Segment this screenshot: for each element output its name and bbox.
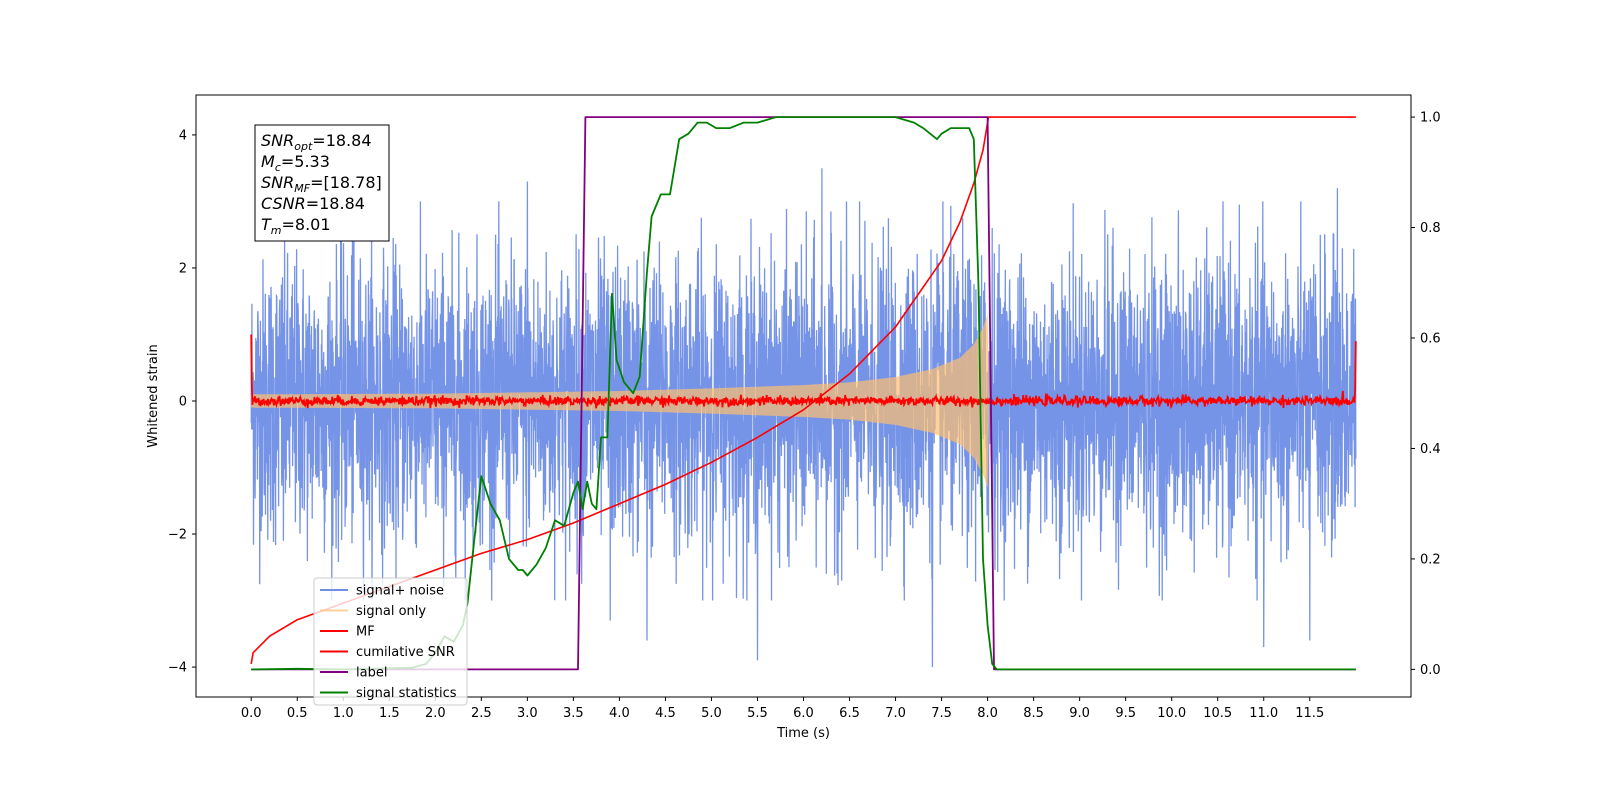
legend-label-signal: signal only xyxy=(356,604,426,619)
y-tick-label: −4 xyxy=(168,661,187,676)
annotation-line: Mc=5.33 xyxy=(261,152,330,174)
y-axis-left: −4 −2 0 2 4 xyxy=(168,128,196,676)
legend-label-csnr: cumilative SNR xyxy=(356,645,455,660)
y2-tick-label: 0.8 xyxy=(1420,221,1441,236)
stats-annotation-box: SNRopt=18.84Mc=5.33SNRMF=[18.78]CSNR=18.… xyxy=(254,124,390,242)
x-axis: 0.0 0.5 1.0 1.5 2.0 2.5 3.0 3.5 4.0 4.5 5.0 5.5 6.0 6… xyxy=(241,697,1324,721)
x-axis-label: Time (s) xyxy=(776,726,830,741)
x-tick-label: 7.0 xyxy=(885,706,906,721)
legend-label-label: label xyxy=(356,666,387,681)
y-axis-right: 0.0 0.2 0.4 0.6 0.8 1.0 xyxy=(1411,111,1441,678)
series-mf-line xyxy=(250,334,1357,410)
series-signal-statistics-line xyxy=(251,116,1356,671)
x-tick-label: 10.0 xyxy=(1157,706,1186,721)
y-axis-label: Whitened strain xyxy=(146,344,161,447)
x-tick-label: 9.0 xyxy=(1069,706,1090,721)
y2-tick-label: 0.6 xyxy=(1420,332,1441,347)
y2-tick-label: 0.2 xyxy=(1420,552,1441,567)
x-tick-label: 10.5 xyxy=(1203,706,1232,721)
x-tick-label: 0.5 xyxy=(287,706,308,721)
x-tick-label: 4.5 xyxy=(655,706,676,721)
x-tick-label: 2.0 xyxy=(425,706,446,721)
x-tick-label: 6.0 xyxy=(793,706,814,721)
x-tick-label: 8.0 xyxy=(977,706,998,721)
y2-tick-label: 0.0 xyxy=(1420,663,1441,678)
x-tick-label: 9.5 xyxy=(1115,706,1136,721)
x-tick-label: 7.5 xyxy=(931,706,952,721)
legend-label-stats: signal statistics xyxy=(356,686,457,701)
x-tick-label: 11.0 xyxy=(1249,706,1278,721)
x-tick-label: 5.5 xyxy=(747,706,768,721)
y-tick-label: 4 xyxy=(179,128,187,143)
series-signal-noise-line xyxy=(250,168,1357,668)
y-tick-label: −2 xyxy=(168,528,187,543)
annotation-box xyxy=(254,124,390,242)
y-tick-label: 0 xyxy=(179,394,187,409)
x-tick-label: 6.5 xyxy=(839,706,860,721)
annotation-line: CSNR=18.84 xyxy=(261,194,365,213)
y-tick-label: 2 xyxy=(179,261,187,276)
legend-label-noise: signal+ noise xyxy=(356,584,444,599)
legend-box xyxy=(313,577,468,706)
annotation-line: Tm=8.01 xyxy=(261,215,331,237)
x-tick-label: 1.0 xyxy=(333,706,354,721)
legend: signal+ noise signal only MF cumilative SNR… xyxy=(313,577,468,706)
x-tick-label: 2.5 xyxy=(471,706,492,721)
x-tick-label: 11.5 xyxy=(1295,706,1324,721)
x-tick-label: 3.0 xyxy=(517,706,538,721)
y2-tick-label: 0.4 xyxy=(1420,442,1441,457)
legend-label-mf: MF xyxy=(356,625,375,640)
y2-tick-label: 1.0 xyxy=(1420,111,1441,126)
x-tick-label: 8.5 xyxy=(1023,706,1044,721)
x-tick-label: 4.0 xyxy=(609,706,630,721)
x-tick-label: 5.0 xyxy=(701,706,722,721)
annotation-line: SNRopt=18.84 xyxy=(261,131,372,153)
x-tick-label: 0.0 xyxy=(241,706,262,721)
x-tick-label: 3.5 xyxy=(563,706,584,721)
annotation-line: SNRMF=[18.78] xyxy=(261,173,382,195)
x-tick-label: 1.5 xyxy=(379,706,400,721)
